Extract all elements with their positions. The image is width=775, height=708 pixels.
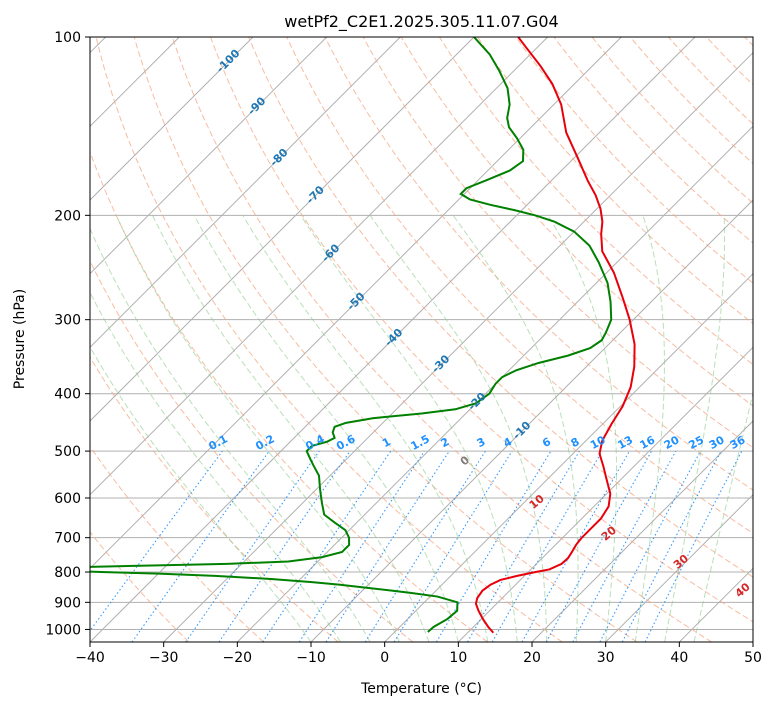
- mixing-ratio-label-group: 25: [686, 433, 706, 452]
- mixing-ratio-line: [521, 450, 630, 642]
- y-tick-label: 200: [54, 208, 81, 224]
- isotherm-line: [90, 37, 401, 349]
- x-tick-label: −10: [296, 650, 326, 666]
- dry-adiabat: [515, 37, 753, 284]
- x-tick-label: 40: [670, 650, 688, 666]
- chart-title: wetPf2_C2E1.2025.305.11.07.G04: [284, 12, 558, 32]
- isotherm-line: [90, 37, 622, 570]
- isotherm-line: [90, 37, 328, 275]
- dry-adiabat: [400, 37, 753, 407]
- mixing-ratio-line: [218, 450, 351, 642]
- y-tick-label: 1000: [45, 622, 81, 638]
- mixing-ratio-label: 25: [686, 433, 706, 452]
- plot-frame: [89, 36, 754, 643]
- moist-adiabat: [115, 215, 400, 642]
- dry-adiabat: [286, 37, 753, 534]
- mixing-ratio-label: 30: [707, 433, 727, 452]
- y-tick-label: 800: [54, 565, 81, 581]
- x-axis-label: Temperature (°C): [360, 681, 482, 697]
- isotherm-line: [90, 37, 696, 642]
- moist-adiabat: [664, 215, 726, 642]
- isotherm-line: [236, 125, 753, 642]
- mixing-ratio-line: [262, 450, 392, 642]
- isotherm-line: [90, 37, 475, 422]
- moist-adiabat: [547, 215, 618, 642]
- mixing-ratio-line: [131, 450, 270, 642]
- y-tick-label: 100: [54, 30, 81, 46]
- mixing-ratio-label-group: 10: [588, 433, 608, 452]
- isotherm-line: [163, 51, 753, 642]
- mixing-ratio-label: 13: [615, 433, 635, 452]
- isotherm-line: [90, 37, 254, 201]
- mixing-ratio-line: [325, 450, 450, 642]
- moist-adiabat: [152, 215, 430, 642]
- y-axis-ticks: 100 200 300 400 500 600 700 800 900 1000: [45, 30, 90, 638]
- mixing-ratio-label-group: 30: [707, 433, 727, 452]
- moist-adiabat: [193, 215, 459, 642]
- moist-adiabat: [90, 227, 371, 642]
- x-tick-label: −40: [75, 650, 105, 666]
- y-tick-label: 300: [54, 313, 81, 329]
- y-tick-label: 600: [54, 491, 81, 507]
- y-tick-label: 700: [54, 531, 81, 547]
- mixing-ratio-line: [393, 450, 513, 642]
- mixing-ratio-line: [90, 450, 223, 632]
- dry-adiabat: [90, 356, 339, 642]
- mixing-ratio-label-group: 20: [662, 433, 682, 452]
- y-tick-label: 500: [54, 444, 81, 460]
- mixing-ratio-line: [545, 450, 653, 642]
- moist-adiabat: [452, 215, 579, 642]
- moist-adiabat: [90, 291, 341, 642]
- y-axis-label: Pressure (hPa): [12, 289, 28, 389]
- isotherm-line: [605, 493, 753, 642]
- x-axis-ticks: −40 −30 −20 −10 0 10 20 30 40 50: [75, 642, 762, 666]
- dry-adiabat: [90, 259, 414, 642]
- moist-adiabat: [634, 215, 665, 642]
- dry-adiabat: [248, 37, 753, 578]
- mixing-ratio-line: [185, 450, 320, 642]
- dry-adiabat: [95, 37, 563, 642]
- mixing-ratio-label: 36: [728, 433, 748, 452]
- isotherm-line: [457, 346, 753, 642]
- dry-adiabat: [90, 531, 190, 642]
- mixing-ratio-line: [644, 450, 743, 642]
- mixing-ratio-line: [572, 450, 677, 642]
- x-tick-label: 0: [380, 650, 389, 666]
- y-tick-label: 400: [54, 387, 81, 403]
- temperature-profile: [474, 37, 636, 634]
- dry-adiabat: [171, 37, 712, 642]
- dry-adiabat: [90, 445, 264, 642]
- x-tick-label: −20: [223, 650, 253, 666]
- x-tick-label: 50: [744, 650, 762, 666]
- y-tick-label: 900: [54, 595, 81, 611]
- dry-adiabat: [210, 37, 753, 623]
- isotherm-line: [384, 272, 753, 642]
- plot-area: [90, 37, 753, 642]
- isotherm-line: [531, 420, 753, 642]
- mixing-ratio-line: [298, 450, 425, 642]
- isotherm-line: [90, 37, 549, 496]
- dewpoint-profile: [90, 37, 613, 633]
- mixing-ratio-label-group: 16: [638, 433, 658, 452]
- moist-adiabat: [693, 390, 753, 642]
- x-tick-label: −30: [149, 650, 179, 666]
- dry-adiabat: [439, 37, 753, 366]
- dry-adiabat: [90, 150, 488, 642]
- moist-adiabat: [300, 215, 518, 642]
- moist-adiabat: [242, 215, 489, 642]
- mixing-ratio-label-group: 13: [615, 433, 635, 452]
- mixing-ratio-label-group: 36: [728, 433, 748, 452]
- x-tick-label: 30: [597, 650, 615, 666]
- mixing-ratio-label: 10: [588, 433, 608, 452]
- mixing-ratio-label: 16: [638, 433, 658, 452]
- moist-adiabat: [90, 345, 312, 642]
- mixing-ratio-label: 20: [662, 433, 682, 452]
- x-tick-label: 20: [523, 650, 541, 666]
- x-tick-label: 10: [449, 650, 467, 666]
- moist-adiabat: [369, 215, 548, 642]
